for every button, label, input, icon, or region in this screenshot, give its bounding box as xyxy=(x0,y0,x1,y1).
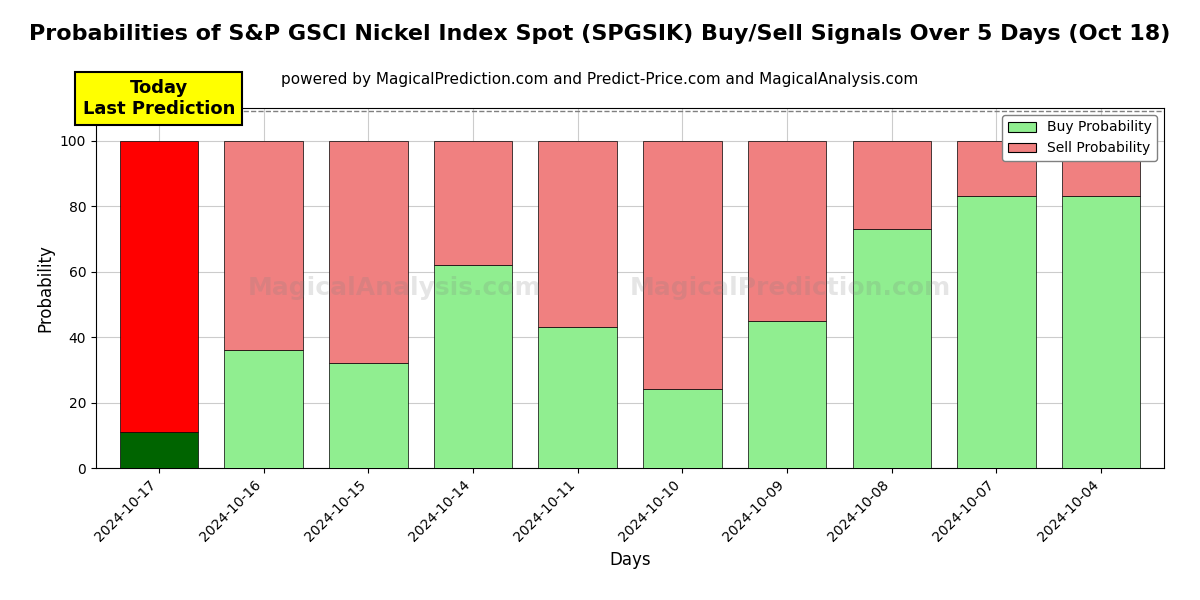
Bar xyxy=(748,141,827,321)
Text: Today
Last Prediction: Today Last Prediction xyxy=(83,79,235,118)
Bar xyxy=(958,141,1036,196)
Bar xyxy=(120,141,198,432)
Bar xyxy=(539,141,617,327)
Bar xyxy=(643,389,721,468)
Bar xyxy=(224,350,302,468)
Text: Probabilities of S&P GSCI Nickel Index Spot (SPGSIK) Buy/Sell Signals Over 5 Day: Probabilities of S&P GSCI Nickel Index S… xyxy=(29,24,1171,44)
Legend: Buy Probability, Sell Probability: Buy Probability, Sell Probability xyxy=(1002,115,1157,161)
Bar xyxy=(1062,196,1140,468)
Bar xyxy=(1062,141,1140,196)
Bar xyxy=(433,265,512,468)
Text: MagicalAnalysis.com: MagicalAnalysis.com xyxy=(248,276,542,300)
Bar xyxy=(852,229,931,468)
Bar xyxy=(120,432,198,468)
Bar xyxy=(852,141,931,229)
Bar xyxy=(329,363,408,468)
Bar xyxy=(329,141,408,363)
Y-axis label: Probability: Probability xyxy=(36,244,54,332)
Bar xyxy=(643,141,721,389)
Text: MagicalPrediction.com: MagicalPrediction.com xyxy=(630,276,950,300)
Bar xyxy=(958,196,1036,468)
Text: powered by MagicalPrediction.com and Predict-Price.com and MagicalAnalysis.com: powered by MagicalPrediction.com and Pre… xyxy=(281,72,919,87)
Bar xyxy=(433,141,512,265)
Bar xyxy=(224,141,302,350)
Bar xyxy=(539,327,617,468)
Bar xyxy=(748,321,827,468)
X-axis label: Days: Days xyxy=(610,551,650,569)
